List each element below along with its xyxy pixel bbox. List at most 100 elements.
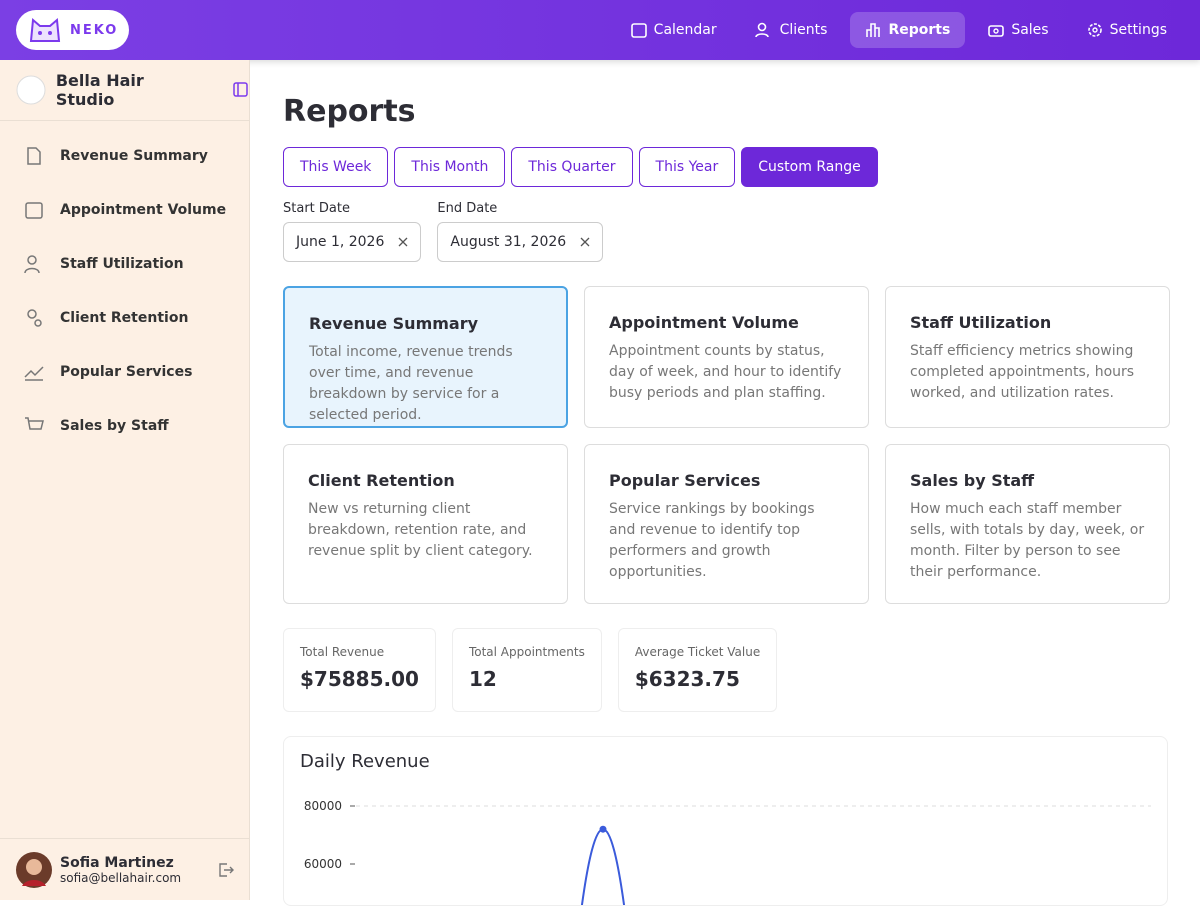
nav-label: Sales [1011, 22, 1049, 38]
avatar [16, 851, 52, 888]
field-label: End Date [437, 201, 498, 216]
logo[interactable]: NEKO [16, 10, 129, 50]
logo-text: NEKO [70, 22, 119, 38]
point [599, 825, 607, 833]
range-buttons: This Week This Month This Quarter This Y… [283, 147, 1168, 187]
card-text: Staff efficiency metrics showing complet… [910, 343, 1135, 401]
report-card[interactable]: Sales by Staff How much each staff member… [885, 444, 1170, 604]
stat-label: Average Ticket Value [634, 645, 761, 659]
stat-value: 12 [468, 667, 497, 691]
side-label: Appointment Volume [60, 202, 227, 218]
stat: Total Revenue $75885.00 [283, 628, 436, 712]
line-segment [580, 828, 626, 905]
icon [24, 255, 40, 274]
icon [754, 22, 769, 38]
report-card[interactable]: Revenue Summary Total income, revenue tre… [283, 286, 568, 428]
nav-label: Reports [888, 22, 951, 38]
card-title: Sales by Staff [910, 471, 1035, 490]
main: Reports This Week This Month This Quarte… [283, 60, 1170, 906]
side-label: Staff Utilization [60, 256, 184, 272]
date-input[interactable]: August 31, 2026 [437, 222, 604, 262]
stat-label: Total Appointments [468, 645, 585, 659]
card-title: Appointment Volume [609, 313, 799, 332]
user: Sofia Martinez sofia@bellahair.com [0, 838, 249, 900]
date-value: June 1, 2026 [296, 234, 385, 250]
logout[interactable] [218, 862, 234, 878]
date-value: August 31, 2026 [450, 234, 567, 250]
icon [630, 23, 647, 38]
business: Bella Hair Studio [0, 60, 249, 121]
side-label: Popular Services [60, 364, 193, 380]
icon [25, 417, 44, 430]
end-field: End Date August 31, 2026 [437, 201, 604, 262]
icon [988, 25, 1005, 37]
collapse-button[interactable] [233, 82, 249, 98]
clear[interactable] [398, 237, 408, 247]
range-button[interactable]: This Week [283, 147, 389, 187]
icon [866, 23, 881, 37]
stat: Average Ticket Value $6323.75 [617, 628, 778, 712]
side-item[interactable]: Popular Services [0, 345, 249, 399]
range-button[interactable]: Custom Range [741, 147, 878, 187]
stats: Total Revenue $75885.00 Total Appointment… [283, 628, 1168, 712]
nav-item[interactable]: Reports [850, 12, 966, 48]
icon [27, 309, 42, 327]
nav-item[interactable]: Sales [973, 12, 1063, 48]
range-button[interactable]: This Month [394, 147, 506, 187]
logo-icon [29, 17, 61, 42]
icon [27, 147, 41, 165]
stat-value: $6323.75 [634, 667, 740, 691]
card-title: Revenue Summary [309, 314, 479, 333]
card-text: Total income, revenue trends over time, … [309, 344, 513, 423]
side-item[interactable]: Appointment Volume [0, 183, 249, 237]
card-text: How much each staff member sells, with t… [910, 501, 1145, 580]
user-name: Sofia Martinez [60, 854, 174, 871]
side-item[interactable]: Staff Utilization [0, 237, 249, 291]
report-cards: Revenue Summary Total income, revenue tre… [283, 286, 1170, 604]
card-title: Staff Utilization [910, 313, 1052, 332]
nav-item[interactable]: Settings [1072, 12, 1182, 48]
stat-label: Total Revenue [300, 645, 385, 659]
side-item[interactable]: Sales by Staff [0, 399, 249, 453]
date-fields: Start Date June 1, 2026 End Date August 31… [283, 201, 1168, 262]
card-text: Service rankings by bookings and revenue… [609, 501, 815, 580]
report-card[interactable]: Popular Services Service rankings by book… [584, 444, 869, 604]
page-title: Reports [283, 94, 416, 129]
card-title: Client Retention [308, 471, 455, 490]
side-label: Client Retention [60, 310, 189, 326]
report-card[interactable]: Client Retention New vs returning client … [283, 444, 568, 604]
nav-label: Calendar [653, 22, 717, 38]
nav-item[interactable]: Clients [740, 12, 843, 48]
nav-item[interactable]: Calendar [616, 12, 732, 48]
stat-value: $75885.00 [300, 667, 419, 691]
field-label: Start Date [283, 201, 350, 216]
nav-label: Clients [779, 22, 828, 38]
report-card[interactable]: Staff Utilization Staff efficiency metric… [885, 286, 1170, 428]
y-tick-label: 80000 [304, 799, 342, 813]
side-label: Sales by Staff [60, 418, 169, 434]
nav: Calendar Clients Reports Sales Settings [616, 12, 1182, 48]
report-card[interactable]: Appointment Volume Appointment counts by … [584, 286, 869, 428]
chart-card: Daily Revenue 60000 80000 [283, 736, 1168, 906]
icon [24, 366, 44, 381]
stat: Total Appointments 12 [451, 628, 602, 712]
chart: Daily Revenue 60000 80000 [300, 751, 1151, 905]
range-button[interactable]: This Quarter [511, 147, 633, 187]
chart-title: Daily Revenue [300, 751, 430, 772]
card-text: New vs returning client breakdown, reten… [308, 501, 533, 559]
range-button[interactable]: This Year [638, 147, 736, 187]
date-input[interactable]: June 1, 2026 [283, 222, 422, 262]
side-label: Revenue Summary [60, 148, 208, 164]
business-name: Bella Hair Studio [55, 71, 144, 109]
side-item[interactable]: Revenue Summary [0, 129, 249, 183]
icon [1087, 23, 1102, 37]
business-logo [16, 75, 46, 105]
sidebar: Bella Hair Studio Revenue Summary Appoin… [0, 60, 250, 900]
clear[interactable] [580, 237, 590, 247]
top-bar: NEKO Calendar Clients Reports Sales Sett… [0, 0, 1200, 60]
card-text: Appointment counts by status, day of wee… [609, 343, 842, 401]
start-field: Start Date June 1, 2026 [283, 201, 422, 262]
card-title: Popular Services [609, 471, 761, 490]
side-item[interactable]: Client Retention [0, 291, 249, 345]
